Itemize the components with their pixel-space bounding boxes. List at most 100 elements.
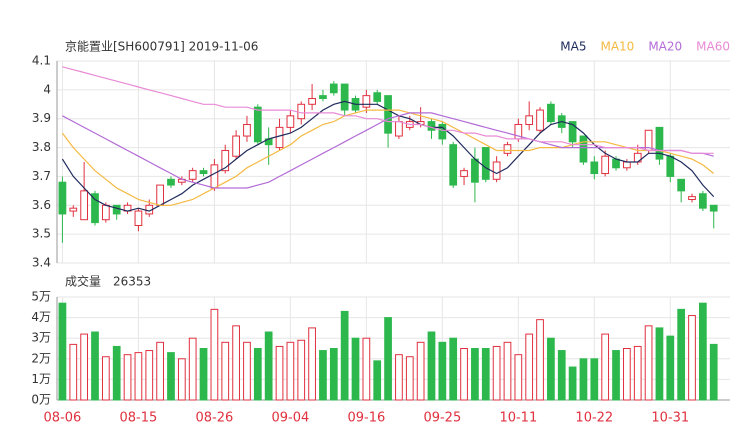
volume-bar <box>340 310 349 401</box>
candle-body <box>232 135 240 157</box>
volume-bar <box>503 341 512 401</box>
volume-bar <box>557 350 566 401</box>
x-tick-label: 08-06 <box>44 411 82 426</box>
candle-body <box>210 164 219 189</box>
candle-body <box>536 109 544 131</box>
candle-body <box>655 126 664 160</box>
volume-bar <box>438 341 447 401</box>
x-tick-label: 08-15 <box>120 411 158 426</box>
volume-bar <box>91 331 99 401</box>
volume-tick-label: 5万 <box>31 290 51 304</box>
candle-body <box>438 123 447 140</box>
candle-body <box>101 204 110 221</box>
volume-bar <box>167 352 175 401</box>
volume-bar <box>568 366 577 401</box>
volume-bar <box>101 356 110 401</box>
volume-bar <box>460 348 468 401</box>
candle-body <box>58 181 67 215</box>
volume-bar <box>69 343 78 401</box>
x-tick-label: 10-11 <box>499 411 537 426</box>
volume-bar <box>329 348 338 401</box>
volume-bar <box>471 348 479 401</box>
volume-bar <box>253 348 262 401</box>
volume-bar <box>156 341 164 401</box>
candle-body <box>471 158 479 183</box>
volume-bar <box>709 343 718 401</box>
candle-body <box>677 178 686 192</box>
volume-bar <box>264 331 273 401</box>
candle-body <box>395 121 403 137</box>
y-tick-label: 4.1 <box>32 54 51 68</box>
volume-bar <box>308 327 316 401</box>
volume-bar <box>536 319 544 401</box>
volume-bar <box>286 341 295 401</box>
volume-bar <box>525 333 534 401</box>
volume-bar <box>123 354 132 401</box>
y-tick-label: 3.9 <box>32 111 51 125</box>
candle-body <box>253 106 262 143</box>
volume-bar <box>297 339 306 401</box>
volume-bar <box>145 350 154 401</box>
volume-label: 成交量 <box>65 274 101 289</box>
candle-body <box>709 204 718 212</box>
volume-bar <box>395 354 403 401</box>
volume-bar <box>405 356 414 401</box>
volume-bar <box>58 302 67 401</box>
x-tick-label: 10-22 <box>575 411 613 426</box>
candle-body <box>623 161 631 169</box>
volume-bar <box>221 341 230 401</box>
volume-bar <box>188 337 197 401</box>
x-tick-label: 10-31 <box>651 411 689 426</box>
candle-body <box>568 121 577 143</box>
volume-bar <box>319 350 327 401</box>
volume-bar <box>514 354 523 401</box>
x-tick-label: 09-25 <box>423 411 461 426</box>
x-tick-label: 09-04 <box>271 411 309 426</box>
candle-body <box>156 184 164 206</box>
candle-body <box>449 144 458 186</box>
candle-body <box>427 121 436 131</box>
ma-line <box>61 109 715 206</box>
candle-body <box>373 92 382 102</box>
x-tick-label: 08-26 <box>196 411 234 426</box>
volume-bar <box>177 358 186 401</box>
ma-line <box>62 66 714 154</box>
volume-bar <box>275 345 284 401</box>
candle-body <box>362 95 371 108</box>
candle-body <box>134 210 143 226</box>
volume-bar <box>112 345 121 401</box>
candle-body <box>698 193 707 209</box>
candle-body <box>492 161 501 180</box>
volume-bar <box>612 350 620 401</box>
legend-label: MA20 <box>648 40 682 54</box>
candle-body <box>308 98 316 105</box>
volume-tick-label: 3万 <box>31 331 51 345</box>
candle-body <box>525 115 534 125</box>
candle-body <box>612 158 620 169</box>
volume-bar <box>633 345 642 401</box>
volume-bar <box>590 358 599 401</box>
volume-bar <box>579 358 588 401</box>
candle-body <box>275 126 284 149</box>
candle-body <box>319 95 327 100</box>
candle-body <box>340 83 349 111</box>
candle-body <box>199 170 208 175</box>
volume-bar <box>373 360 382 401</box>
volume-tick-label: 0万 <box>31 393 51 407</box>
volume-tick-label: 2万 <box>31 351 51 365</box>
volume-bar <box>416 341 425 401</box>
candle-body <box>460 170 468 177</box>
y-tick-label: 3.8 <box>32 140 51 154</box>
candle-body <box>112 204 121 215</box>
volume-bar <box>134 352 143 401</box>
volume-bar <box>623 348 631 401</box>
legend-label: MA5 <box>560 40 586 54</box>
volume-bar <box>351 337 360 401</box>
candle-body <box>329 83 338 94</box>
candle-body <box>547 103 555 123</box>
candle-body <box>188 170 197 180</box>
candle-body <box>503 144 512 154</box>
candle-body <box>297 103 306 120</box>
volume-latest: 26353 <box>113 275 151 289</box>
